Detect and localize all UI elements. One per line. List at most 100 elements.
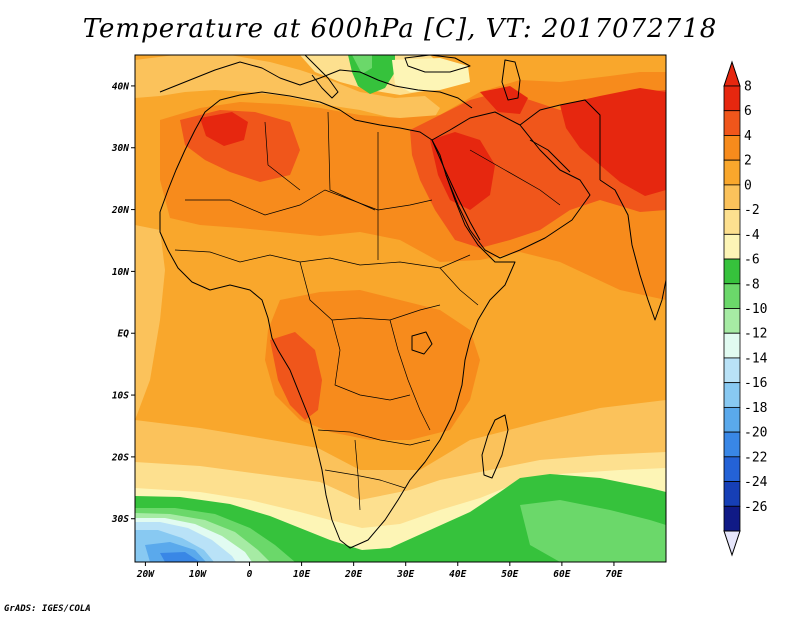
lake-victoria — [411, 331, 433, 355]
colorbar-label: -4 — [744, 228, 760, 243]
colorbar-label: -10 — [744, 302, 767, 317]
colorbar-box — [723, 382, 741, 408]
colorbar-box — [723, 258, 741, 285]
field-patch-westatlantic-0-2 — [135, 225, 165, 420]
border-central-2 — [331, 319, 411, 401]
border-arabia — [469, 149, 561, 206]
lon-tick-label: 0 — [247, 569, 253, 580]
colorbar-label: -12 — [744, 327, 767, 342]
lat-tick-label: 20S — [111, 452, 129, 463]
lon-tick-label: 60E — [553, 569, 570, 580]
colorbar-label: -14 — [744, 351, 768, 366]
lat-tick-label: EQ — [118, 329, 130, 340]
colorbar-label: -20 — [744, 426, 767, 441]
lon-tick-label: 40E — [449, 569, 466, 580]
colorbar-label: -2 — [744, 203, 760, 218]
colorbar-box — [723, 505, 741, 532]
europe-coastline — [159, 61, 473, 109]
colorbar-label: 8 — [744, 80, 752, 95]
field-patch-north-0-2 — [135, 55, 440, 125]
temperature-field — [135, 55, 666, 562]
field-zone-6-8-angola — [270, 332, 322, 420]
colorbar-box — [723, 406, 741, 433]
colorbar-label: 4 — [744, 129, 752, 144]
lon-tick-label: 70E — [605, 569, 622, 580]
colorbar-box — [723, 233, 741, 260]
arabia-coastline — [431, 111, 591, 259]
colorbar-box — [723, 357, 741, 384]
colorbar-box — [723, 431, 741, 458]
lon-tick-label: 30E — [396, 569, 414, 580]
lon-tick-label: 20W — [136, 569, 155, 580]
lat-tick-label: 10N — [112, 267, 129, 278]
field-patch-balkans-minus8 — [352, 55, 372, 74]
lat-tick-label: 30N — [111, 143, 129, 154]
colorbar-label: -6 — [744, 253, 760, 268]
africa-coastline — [159, 91, 516, 549]
colorbar-box — [723, 283, 741, 309]
lat-tick-label: 20N — [111, 205, 129, 216]
lat-tick-label: 30S — [111, 514, 129, 525]
lon-tick-label: 10W — [189, 569, 207, 580]
longitude-axis: 20W 10W 0 10E 20E 30E 40E 50E 60E 70E — [136, 562, 623, 580]
field-zone-8plus-iraq — [480, 86, 528, 114]
border-south-2 — [324, 469, 406, 489]
colorbar-label: -18 — [744, 401, 767, 416]
colorbar-bottom-arrow — [723, 530, 741, 557]
colorbar-box — [723, 308, 741, 334]
colorbar-box — [723, 135, 741, 161]
lon-tick-label: 10E — [293, 569, 310, 580]
colorbar-box — [723, 110, 741, 136]
lat-tick-label: 10S — [112, 391, 129, 402]
colorbar-box — [723, 85, 741, 112]
asia-coastline — [519, 99, 601, 180]
border-central-1 — [299, 261, 441, 321]
field-zone-8plus-morocco — [200, 112, 248, 146]
country-borders — [174, 111, 561, 511]
border-sahara-3 — [327, 111, 376, 211]
field-zone-8plus-iran — [560, 88, 666, 196]
italy-coastline — [304, 55, 339, 99]
border-sahara-1 — [185, 189, 433, 216]
lon-tick-label: 20E — [344, 569, 362, 580]
colorbar-label: 0 — [744, 178, 752, 193]
field-band-minus8-minus6-east — [520, 500, 666, 562]
colorbar-box — [723, 184, 741, 211]
map-frame — [134, 54, 667, 563]
field-band-minus20-minus18 — [160, 552, 200, 562]
colorbar-box — [723, 159, 741, 186]
map-title: Temperature at 600hPa [C], VT: 201707271… — [82, 14, 718, 44]
colorbar-label: -22 — [744, 450, 767, 465]
colorbar-box — [723, 456, 741, 482]
credit-label: GrADS: IGES/COLA — [4, 604, 91, 614]
lon-tick-label: 50E — [501, 569, 518, 580]
border-east-1 — [439, 267, 479, 306]
madagascar-coastline — [481, 414, 509, 479]
colorbar-label: -8 — [744, 277, 760, 292]
border-south-3 — [354, 439, 361, 511]
colorbar-label: -24 — [744, 475, 768, 490]
caspian-sea-coastline — [501, 59, 521, 101]
india-coastline — [599, 179, 666, 321]
colorbar-box — [723, 481, 741, 507]
border-south-1 — [317, 429, 431, 446]
red-sea-coastline — [431, 139, 481, 241]
colorbar-label: -16 — [744, 376, 767, 391]
latitude-axis: 40N 30N 20N 10N EQ 10S 20S 30S — [111, 81, 135, 525]
border-sahara-2 — [264, 121, 301, 191]
colorbar-label: 2 — [744, 154, 752, 169]
colorbar-box — [723, 209, 741, 235]
colorbar-label: 6 — [744, 104, 752, 119]
colorbar: 8 6 4 2 0 -2 -4 -6 -8 -10 -12 -14 -16 -18 -20 -22 -24 -26 — [723, 60, 768, 557]
persian-gulf-coastline — [529, 139, 571, 173]
border-central-3 — [389, 319, 431, 431]
colorbar-label: -26 — [744, 500, 767, 515]
field-zone-8plus-egypt — [430, 132, 495, 210]
lat-tick-label: 40N — [112, 81, 129, 92]
colorbar-top-arrow — [723, 60, 741, 87]
field-patch-anatolia-minus4 — [392, 58, 470, 92]
coastlines — [159, 55, 666, 549]
border-sahel — [174, 249, 471, 269]
colorbar-box — [723, 332, 741, 359]
